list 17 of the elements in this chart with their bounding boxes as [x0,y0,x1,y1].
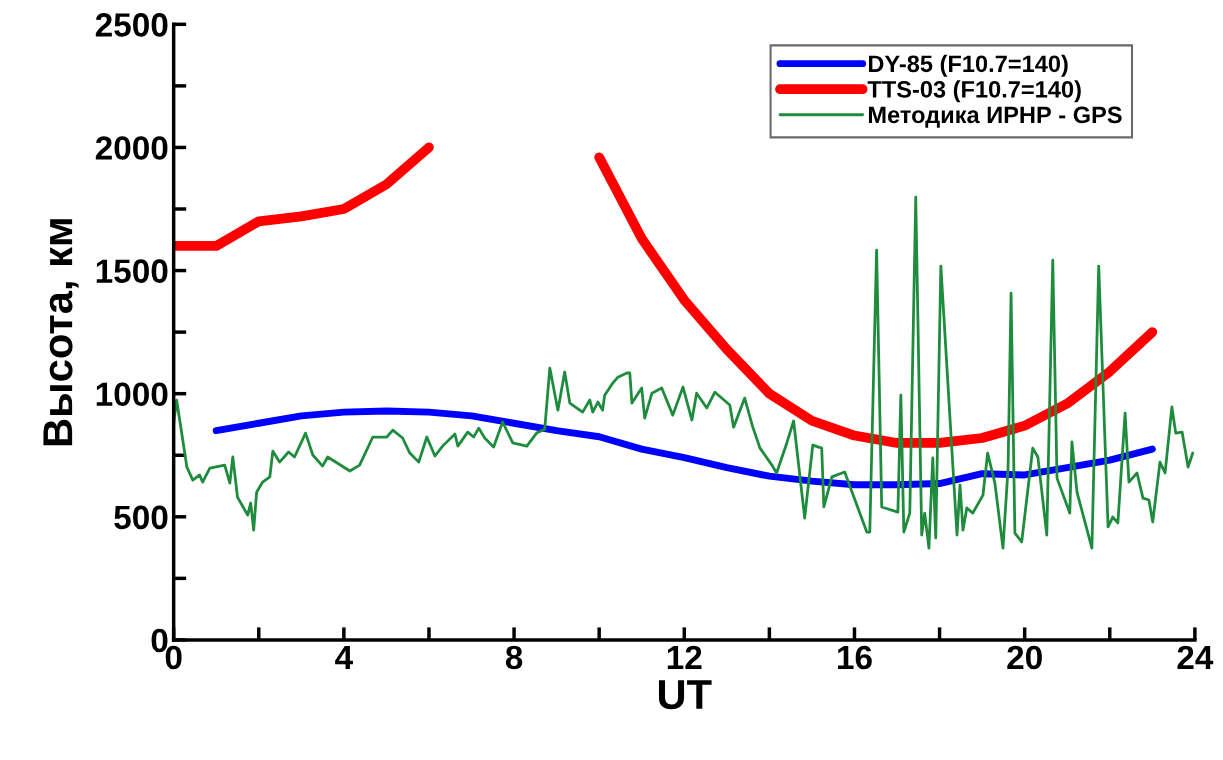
x-tick-label: 20 [1007,645,1042,670]
y-tick-label: 2000 [95,136,168,160]
y-tick-label: 1500 [96,259,168,283]
y-tick-label: 1000 [96,382,168,407]
x-tick-label: 12 [667,645,702,669]
legend-label: Методика ИРНР - GPS [868,106,1122,128]
y-tick-label: 2500 [95,13,168,37]
legend-label: DY-85 (F10.7=140) [868,54,1068,77]
x-axis-title: UT [659,680,712,710]
x-tick-label: 8 [505,645,523,670]
x-tick-label: 24 [1177,645,1214,669]
y-tick-label: 500 [114,505,168,530]
y-axis-title: Высота, км [43,219,79,446]
x-tick-label: 16 [838,645,872,670]
x-tick-label: 4 [335,646,353,669]
legend-label: TTS-03 (F10.7=140) [867,80,1081,103]
line-series [173,195,1195,550]
